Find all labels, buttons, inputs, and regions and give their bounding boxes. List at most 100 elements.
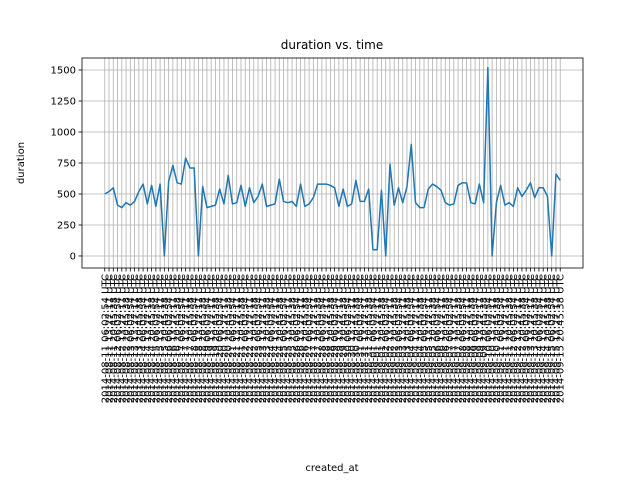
x-tick-label: 2014-08-27 20:45:38 UTC <box>313 274 324 403</box>
x-tick-label: 2014-08-18 06:02:54 UTC <box>190 274 201 403</box>
line <box>104 66 561 257</box>
x-tick-label: 2014-09-09 06:02:54 UTC <box>471 274 482 403</box>
x-tick-label: 2014-09-06 13:27:11 UTC <box>437 274 448 403</box>
x-axis-label: created_at <box>305 463 358 474</box>
x-tick-label: 2014-08-31 06:02:54 UTC <box>356 274 367 403</box>
x-tick-label: 2014-09-02 20:45:38 UTC <box>390 274 401 403</box>
x-tick-label: 2014-09-03 13:27:11 UTC <box>398 274 409 403</box>
x-tick-label: 2014-08-29 20:45:38 UTC <box>339 274 350 403</box>
x-tick-label: 2014-08-31 13:27:11 UTC <box>360 274 371 403</box>
x-tick-label: 2014-08-22 20:45:38 UTC <box>249 274 260 403</box>
y-tick-label: 1250 <box>51 97 76 108</box>
x-tick-label: 2014-09-11 13:27:11 UTC <box>500 274 511 403</box>
x-tick-label: 2014-09-13 13:27:11 UTC <box>526 274 537 403</box>
x-tick-label: 2014-09-13 20:45:38 UTC <box>530 274 541 403</box>
x-tick-label: 2014-08-20 06:02:54 UTC <box>215 274 226 403</box>
x-tick-label: 2014-08-15 06:02:54 UTC <box>151 274 162 403</box>
x-tick-label: 2014-09-06 20:45:38 UTC <box>441 274 452 403</box>
x-tick-label: 2014-09-15 06:02:54 UTC <box>547 274 558 403</box>
x-tick-label: 2014-08-20 20:45:38 UTC <box>224 274 235 403</box>
x-tick-label: 2014-08-19 20:45:38 UTC <box>211 274 222 403</box>
y-tick-label: 750 <box>57 159 76 170</box>
x-tick-label: 2014-08-11 13:27:11 UTC <box>105 274 116 403</box>
x-tick-label: 2014-08-15 20:45:38 UTC <box>160 274 171 403</box>
x-tick-label: 2014-08-17 20:45:38 UTC <box>185 274 196 403</box>
x-tick-label: 2014-08-27 06:02:54 UTC <box>305 274 316 403</box>
x-tick-label: 2014-09-05 06:02:54 UTC <box>420 274 431 403</box>
x-tick-label: 2014-08-14 06:02:54 UTC <box>139 274 150 403</box>
chart-title: duration vs. time <box>281 38 383 52</box>
x-tick-label: 2014-08-30 06:02:54 UTC <box>343 274 354 403</box>
x-tick-label: 2014-08-31 20:45:38 UTC <box>364 274 375 403</box>
x-tick-label: 2014-09-12 06:02:54 UTC <box>509 274 520 403</box>
y-tick-label: 500 <box>57 189 76 200</box>
x-tick-label: 2014-08-22 06:02:54 UTC <box>241 274 252 403</box>
x-tick-label: 2014-09-03 06:02:54 UTC <box>394 274 405 403</box>
x-tick-label: 2014-08-21 20:45:38 UTC <box>236 274 247 403</box>
y-tick-label: 1000 <box>51 128 76 139</box>
x-tick-label: 2014-09-12 20:45:38 UTC <box>517 274 528 403</box>
x-tick-label: 2014-08-25 13:27:11 UTC <box>283 274 294 403</box>
x-tick-label: 2014-09-05 13:27:11 UTC <box>424 274 435 403</box>
x-tick-label: 2014-08-26 13:27:11 UTC <box>296 274 307 403</box>
x-tick-label: 2014-08-28 20:45:38 UTC <box>326 274 337 403</box>
x-tick-label: 2014-08-12 13:27:11 UTC <box>117 274 128 403</box>
x-tick-label: 2014-08-16 20:45:38 UTC <box>173 274 184 403</box>
x-tick-label: 2014-09-02 06:02:54 UTC <box>381 274 392 403</box>
x-tick-label: 2014-08-26 06:02:54 UTC <box>292 274 303 403</box>
x-tick-label: 2014-09-11 20:45:38 UTC <box>505 274 516 403</box>
x-tick-label: 2014-08-12 20:45:38 UTC <box>122 274 133 403</box>
x-tick-label: 2014-09-03 20:45:38 UTC <box>402 274 413 403</box>
x-tick-label: 2014-08-14 20:45:38 UTC <box>147 274 158 403</box>
x-tick-label: 2014-09-14 06:02:54 UTC <box>534 274 545 403</box>
x-tick-label: 2014-08-28 13:27:11 UTC <box>322 274 333 403</box>
grid <box>82 58 583 268</box>
x-tick-label: 2014-09-12 13:27:11 UTC <box>513 274 524 403</box>
x-tick-label: 2014-09-02 13:27:11 UTC <box>385 274 396 403</box>
x-tick-label: 2014-08-24 13:27:11 UTC <box>271 274 282 403</box>
x-tick-label: 2014-08-13 20:45:38 UTC <box>134 274 145 403</box>
x-tick-label: 2014-08-24 20:45:38 UTC <box>275 274 286 403</box>
y-tick-label: 0 <box>70 251 76 262</box>
x-tick-label: 2014-09-08 13:27:11 UTC <box>462 274 473 403</box>
x-tick-label: 2014-09-01 06:02:54 UTC <box>368 274 379 403</box>
x-tick-label: 2014-08-24 06:02:54 UTC <box>266 274 277 403</box>
x-tick-label: 2014-08-30 13:27:11 UTC <box>347 274 358 403</box>
x-tick-label: 2014-08-20 13:27:11 UTC <box>219 274 230 403</box>
x-tick-label: 2014-08-13 13:27:11 UTC <box>130 274 141 403</box>
marks <box>104 66 561 257</box>
x-tick-label: 2014-09-07 20:45:38 UTC <box>454 274 465 403</box>
x-tick-label: 2014-08-26 20:45:38 UTC <box>300 274 311 403</box>
x-tick-label: 2014-08-14 13:27:11 UTC <box>143 274 154 403</box>
x-tick-label: 2014-08-25 06:02:54 UTC <box>279 274 290 403</box>
x-tick-label: 2014-08-23 13:27:11 UTC <box>258 274 269 403</box>
x-tick-label: 2014-09-10 20:45:38 UTC <box>492 274 503 403</box>
x-tick-label: 2014-08-19 06:02:54 UTC <box>202 274 213 403</box>
x-tick-label: 2014-09-05 20:45:38 UTC <box>428 274 439 403</box>
y-tick-label: 250 <box>57 220 76 231</box>
x-tick-label: 2014-08-25 20:45:38 UTC <box>288 274 299 403</box>
x-tick-label: 2014-09-09 13:27:11 UTC <box>475 274 486 403</box>
x-tick-label: 2014-09-01 20:45:38 UTC <box>377 274 388 403</box>
x-tick-label: 2014-09-15 13:27:11 UTC <box>551 274 562 403</box>
x-tick-label: 2014-08-28 06:02:54 UTC <box>317 274 328 403</box>
x-tick-label: 2014-08-13 06:02:54 UTC <box>126 274 137 403</box>
x-tick-label: 2014-08-17 06:02:54 UTC <box>177 274 188 403</box>
x-tick-label: 2014-08-23 06:02:54 UTC <box>254 274 265 403</box>
x-tick-label: 2014-09-14 20:45:38 UTC <box>543 274 554 403</box>
x-tick-label: 2014-08-11 06:02:54 UTC <box>100 274 111 403</box>
x-tick-label: 2014-09-08 20:45:38 UTC <box>466 274 477 403</box>
x-tick-label: 2014-08-27 13:27:11 UTC <box>309 274 320 403</box>
x-tick-label: 2014-08-15 13:27:11 UTC <box>156 274 167 403</box>
x-tick-label: 2014-08-29 13:27:11 UTC <box>334 274 345 403</box>
x-tick-label: 2014-09-13 06:02:54 UTC <box>522 274 533 403</box>
x-tick-label: 2014-08-16 06:02:54 UTC <box>164 274 175 403</box>
x-tick-label: 2014-09-11 06:02:54 UTC <box>496 274 507 403</box>
x-tick-label: 2014-08-29 06:02:54 UTC <box>330 274 341 403</box>
x-tick-label: 2014-09-04 13:27:11 UTC <box>411 274 422 403</box>
x-tick-label: 2014-09-10 06:02:54 UTC <box>483 274 494 403</box>
x-tick-label: 2014-09-15 20:45:38 UTC <box>556 274 567 403</box>
x-tick-label: 2014-08-21 06:02:54 UTC <box>228 274 239 403</box>
